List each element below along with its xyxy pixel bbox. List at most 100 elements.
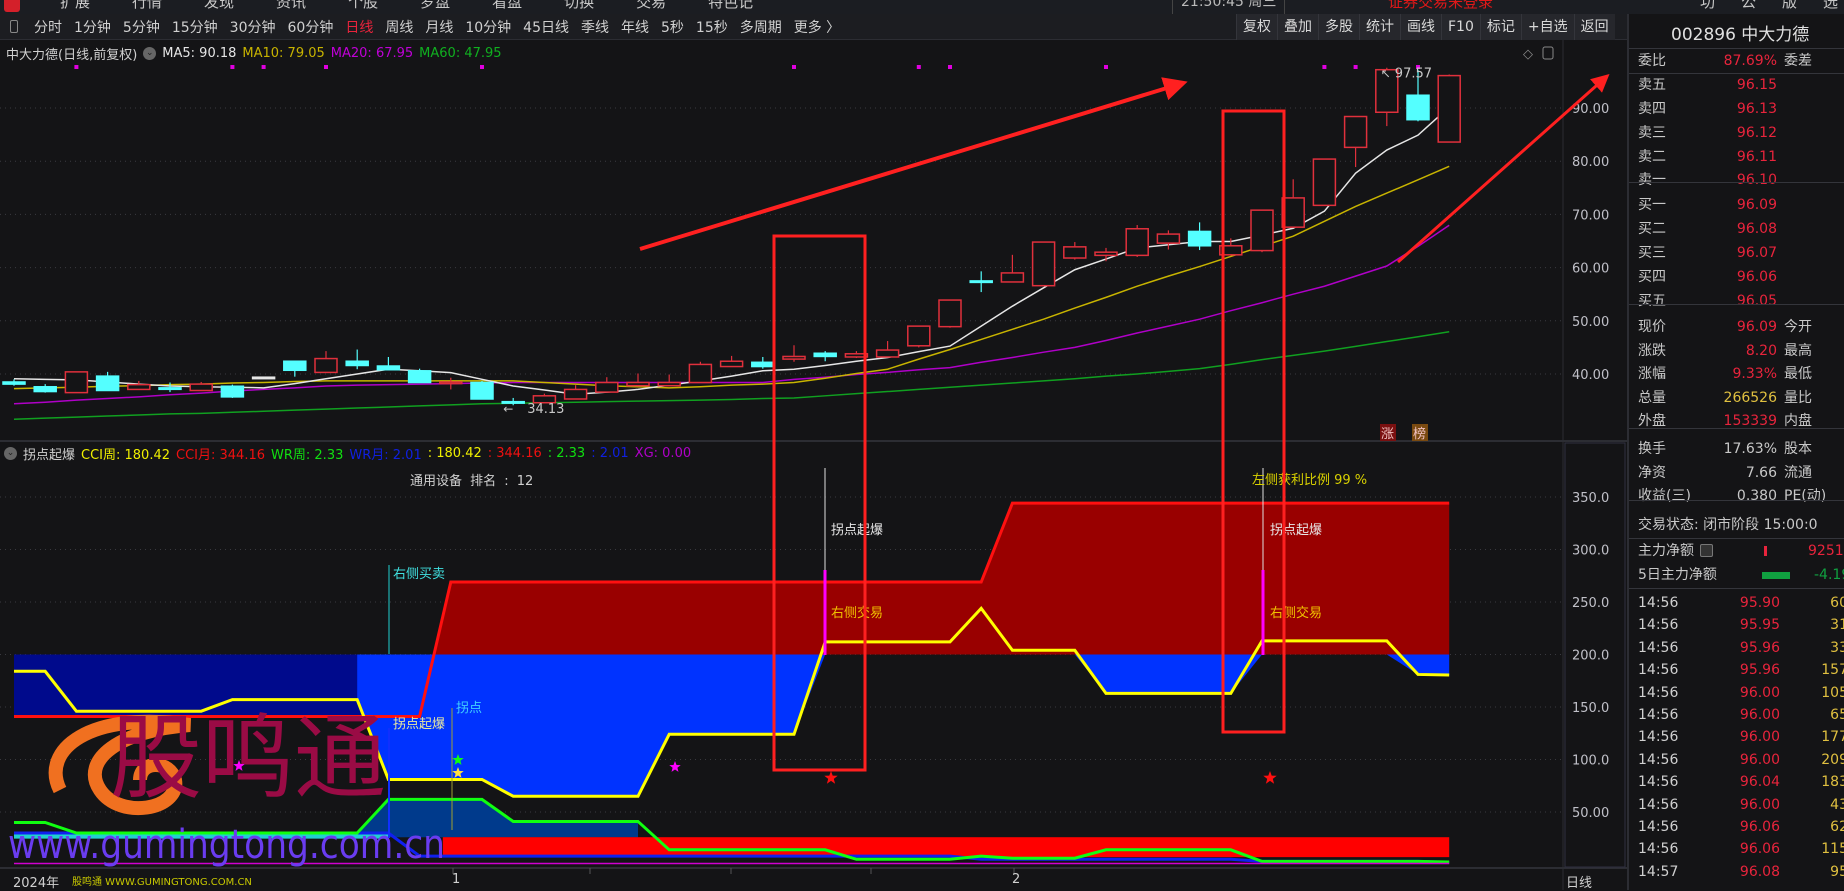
period-tab[interactable]: 日线 (345, 19, 374, 36)
five-day-net-label: 5日主力净额 (1638, 567, 1717, 583)
tool-button[interactable]: 叠加 (1277, 14, 1318, 40)
menu-item-right[interactable]: 公式 (1741, 0, 1757, 11)
trade-time: 14:56 (1638, 684, 1679, 701)
candle-body (314, 357, 338, 374)
candle-body (875, 349, 900, 358)
trend-arrow (1397, 74, 1610, 264)
stock-title: 中大力德(日线,前复权) (6, 48, 138, 63)
chart-header: 中大力德(日线,前复权) ⌄ MA5: 90.18 MA10: 79.05 MA… (6, 44, 502, 63)
wr-week-line (14, 797, 1450, 864)
menu-item[interactable]: 切换 (564, 0, 595, 11)
value-4: : 2.01 (591, 446, 629, 461)
main-menu: 扩展 行情 发现 资讯 个股 罗盘 看盘 切换 交易 特色记 (60, 0, 753, 12)
login-status[interactable]: 证券交易未登录 (1388, 0, 1494, 11)
candle-body (657, 381, 681, 387)
tool-button[interactable]: 复权 (1236, 14, 1277, 40)
menu-item[interactable]: 看盘 (492, 0, 523, 11)
quote-row: 委比 87.69% 委差 (1638, 50, 1844, 72)
quote-value: 96.08 (1736, 221, 1777, 237)
period-tab[interactable]: 15秒 (695, 19, 728, 36)
signal-dot (74, 65, 79, 69)
menu-item-right[interactable]: 选项 (1823, 0, 1839, 11)
candle-body (376, 365, 401, 371)
period-tab[interactable]: 10分钟 (465, 19, 512, 36)
ma10-value: MA10: 79.05 (242, 46, 325, 61)
app-logo[interactable] (4, 0, 20, 12)
period-tab[interactable]: 月线 (425, 19, 454, 36)
period-tab[interactable]: 15分钟 (171, 19, 218, 36)
menu-item[interactable]: 交易 (636, 0, 667, 11)
quote-row: 卖二 96.11 (1638, 146, 1844, 168)
period-tab[interactable]: 周线 (385, 19, 414, 36)
trade-row: 14:56 96.00 105 (1638, 682, 1844, 704)
annotation-right-buysell: 右侧买卖 (393, 567, 445, 582)
date-year: 2024年 (13, 876, 60, 891)
menu-item[interactable]: 罗盘 (420, 0, 451, 11)
quote-value: 96.07 (1736, 245, 1777, 261)
five-day-net-bar (1762, 572, 1790, 579)
trade-price: 96.00 (1739, 707, 1780, 723)
tool-button[interactable]: +自选 (1520, 14, 1574, 40)
wr-month-value: WR月: 2.01 (349, 448, 422, 463)
menu-item[interactable]: 资讯 (276, 0, 307, 11)
quote-title: 002896 中大力德 (1671, 25, 1810, 45)
trade-volume: 43 (1830, 796, 1844, 813)
star-icon (452, 754, 464, 765)
kline-chart[interactable]: 90.00 80.00 70.00 60.00 50.00 40.00 350.0 300.0… (0, 0, 1627, 890)
period-tab[interactable]: 更多 〉 (793, 19, 841, 36)
period-tab[interactable]: 季线 (580, 19, 609, 36)
ma20-line (13, 224, 1450, 405)
menu-item-right[interactable]: 版面 (1782, 0, 1798, 11)
main-net-label: 主力净额 (1638, 543, 1694, 559)
period-tab[interactable]: 30分钟 (229, 19, 276, 36)
quote-value: 96.15 (1736, 77, 1777, 93)
menu-item-right[interactable]: 功能 (1700, 0, 1716, 11)
quote-label: 卖五 (1638, 77, 1666, 93)
indicator-name[interactable]: 拐点起爆 (23, 448, 76, 463)
menu-item[interactable]: 特色记 (708, 0, 754, 11)
menu-item[interactable]: 个股 (348, 0, 379, 11)
sidebar-toggle-icon[interactable] (10, 20, 18, 33)
tool-button[interactable]: 多股 (1318, 14, 1359, 40)
badge-bg (1412, 424, 1428, 441)
tool-button[interactable]: 标记 (1479, 14, 1521, 40)
menu-item[interactable]: 扩展 (60, 0, 91, 11)
period-tab[interactable]: 分时 (34, 19, 62, 36)
chevron-down-icon[interactable]: ⌄ (4, 447, 17, 460)
period-tab[interactable]: 1分钟 (74, 19, 111, 36)
period-tab[interactable]: 5分钟 (122, 19, 160, 36)
chevron-down-icon[interactable]: ⌄ (143, 47, 157, 60)
candle-body (969, 280, 993, 284)
period-tab[interactable]: 60分钟 (287, 19, 334, 36)
tool-button[interactable]: F10 (1441, 14, 1480, 40)
quote-row: 卖一 96.10 (1638, 169, 1844, 191)
tool-button[interactable]: 返回 (1573, 14, 1615, 40)
quote-label-2: 内盘 (1784, 413, 1812, 429)
quote-row: 买五 96.05 (1638, 290, 1844, 312)
period-label[interactable]: 日线 (1566, 876, 1593, 891)
trade-price: 96.00 (1739, 684, 1780, 701)
price-tick-label: 70.00 (1572, 208, 1609, 223)
tool-button[interactable]: 画线 (1400, 14, 1441, 40)
tool-button[interactable]: 统计 (1359, 14, 1400, 40)
diamond-icon: ◇ (1523, 47, 1533, 62)
period-tab[interactable]: 年线 (620, 19, 649, 36)
five-day-net-value: -4.19 (1814, 567, 1844, 583)
menu-item[interactable]: 发现 (204, 0, 235, 11)
trade-volume: 33 (1830, 639, 1844, 656)
candle-body (938, 299, 962, 328)
list-icon[interactable] (1700, 544, 1713, 557)
period-tab[interactable]: 多周期 (739, 19, 782, 36)
trade-row: 14:56 96.04 183 (1638, 771, 1844, 793)
trade-volume: 95 (1830, 863, 1844, 880)
candle-body (158, 387, 182, 391)
quote-label: 买三 (1638, 245, 1666, 261)
right-menu: 功能公式版面选项〈 (1700, 0, 1844, 14)
menu-item[interactable]: 行情 (132, 0, 163, 11)
trade-price: 96.04 (1739, 774, 1780, 791)
period-tab[interactable]: 5秒 (660, 19, 684, 36)
candle-body (1187, 230, 1212, 247)
blue-zone (357, 654, 1450, 797)
candle-body (1375, 68, 1399, 114)
period-tab[interactable]: 45日线 (523, 19, 569, 36)
